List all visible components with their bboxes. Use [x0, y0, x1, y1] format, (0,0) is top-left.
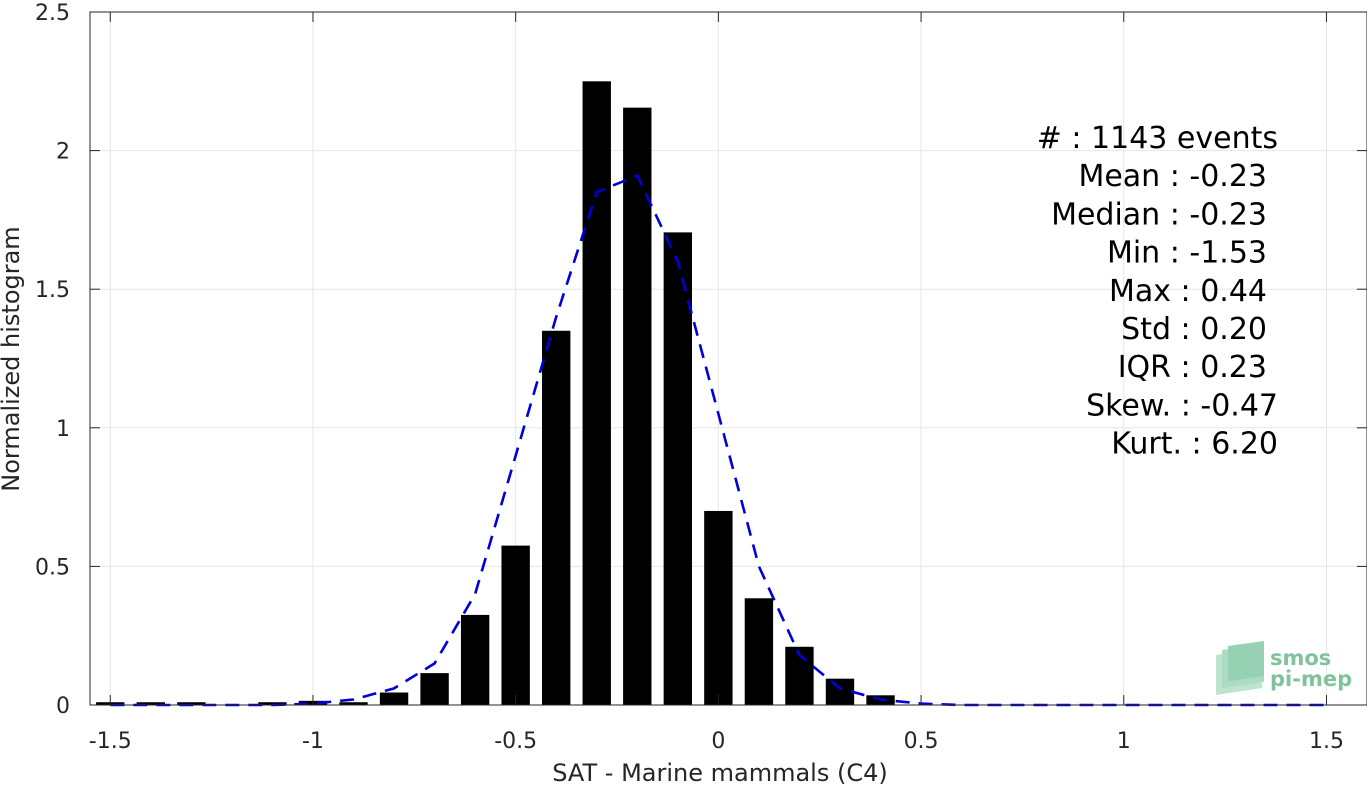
histogram-bar	[460, 614, 490, 705]
logo-text-pi-mep: pi-mep	[1270, 667, 1352, 691]
histogram-bar	[704, 510, 733, 705]
histogram-bar	[258, 702, 287, 705]
histogram-bar	[623, 107, 652, 705]
x-tick-label: 1	[1117, 729, 1131, 754]
y-tick-label: 2	[56, 140, 70, 165]
histogram-bar	[177, 702, 206, 705]
histogram-bar	[379, 692, 409, 705]
y-tick-label: 1	[56, 417, 70, 442]
x-tick-label: 0.5	[904, 729, 939, 754]
y-tick-label: 0.5	[35, 555, 70, 580]
x-tick-label: -1.5	[89, 729, 132, 754]
histogram-bar	[339, 702, 368, 705]
x-tick-label: 1.5	[1309, 729, 1344, 754]
y-tick-label: 1.5	[35, 278, 70, 303]
stat-line: Median : -0.23	[1051, 197, 1267, 232]
histogram-bar	[582, 81, 611, 706]
y-tick-label: 0	[56, 694, 70, 719]
histogram-bars	[96, 81, 895, 706]
x-tick-label: -1	[302, 729, 324, 754]
stat-line: Kurt. : 6.20	[1111, 427, 1278, 462]
fitted-distribution-curve	[110, 173, 1327, 707]
y-tick-labels: 0 0.5 1 1.5 2 2.5	[35, 1, 70, 719]
histogram-bar	[420, 673, 449, 705]
stat-line: Max : 0.44	[1109, 274, 1267, 309]
stat-line: IQR : 0.23	[1118, 350, 1267, 385]
x-tick-label: -0.5	[494, 729, 537, 754]
stat-line: Std : 0.20	[1121, 312, 1267, 347]
histogram-bar	[663, 232, 693, 705]
y-axis-label: Normalized histogram	[0, 226, 25, 491]
logo-text-smos: smos	[1270, 646, 1331, 670]
histogram-bar	[501, 545, 530, 705]
stat-line: Skew. : -0.47	[1086, 388, 1278, 423]
stat-line: Mean : -0.23	[1078, 159, 1267, 194]
stat-line: Min : -1.53	[1107, 236, 1267, 271]
logo-mark-icon	[1216, 641, 1264, 695]
histogram-bar	[825, 678, 855, 705]
y-tick-label: 2.5	[35, 1, 70, 26]
histogram-bar	[542, 330, 571, 705]
axis-ticks	[90, 11, 1367, 706]
axes-box	[89, 11, 1367, 706]
smos-pi-mep-logo: smos pi-mep	[1216, 641, 1352, 695]
histogram-bar	[136, 702, 165, 705]
x-tick-labels: -1.5 -1 -0.5 0 0.5 1 1.5	[89, 729, 1344, 754]
stat-line: # : 1143 events	[1037, 121, 1278, 156]
histogram-bar	[744, 598, 774, 705]
x-tick-label: 0	[711, 729, 725, 754]
x-axis-label: SAT - Marine mammals (C4)	[552, 759, 887, 785]
